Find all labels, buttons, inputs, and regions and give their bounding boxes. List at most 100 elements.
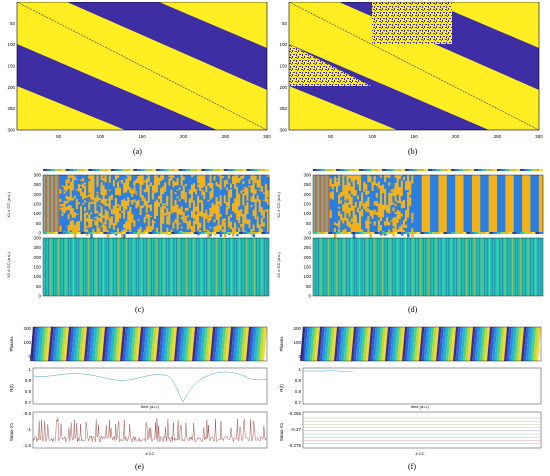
cc-y-tick: 300 xyxy=(303,173,311,178)
panel-c-x1-raster xyxy=(42,169,270,241)
r-tick: 0.9 xyxy=(295,378,302,383)
caption-d: (d) xyxy=(408,305,418,314)
matrix-x-tick: 200 xyxy=(180,134,188,139)
phase-tick: 200 xyxy=(293,326,301,331)
matrix-y-tick: 100 xyxy=(279,42,287,47)
phase-tick: 0 xyxy=(28,354,31,359)
matrix-x-tick: 200 xyxy=(452,134,460,139)
panel-d-x2-label: X2 # CC (a.u.) xyxy=(276,252,281,278)
panel-f-smax-label: Smax-X1 xyxy=(279,422,284,441)
r-tick: 0.8 xyxy=(25,389,32,394)
cc-y-tick: 50 xyxy=(306,284,312,289)
r-tick: 0.9 xyxy=(25,378,32,383)
s-tick: -0.27 xyxy=(291,427,302,432)
matrix-x-tick: 150 xyxy=(138,134,146,139)
matrix-y-tick: 50 xyxy=(10,21,16,26)
cc-y-tick: 200 xyxy=(33,192,41,197)
matrix-y-tick: 100 xyxy=(7,42,15,47)
phase-tick: 100 xyxy=(23,340,31,345)
s-tick: -0.265 xyxy=(288,411,301,416)
matrix-x-tick: 300 xyxy=(535,134,543,139)
matrix-x-tick: 100 xyxy=(97,134,105,139)
panel-b-x-ticks: 50 100 150 200 250 300 xyxy=(328,134,543,139)
matrix-x-tick: 250 xyxy=(494,134,502,139)
panel-f-phases-label: Phases xyxy=(279,336,284,352)
matrix-x-tick: 100 xyxy=(369,134,377,139)
panel-c-x1-label: X1 # CC (a.u.) xyxy=(6,192,11,218)
panel-e-plots: Phases R(t) 1 0.9 0.8 0.7 time (a.u.) Smax-… xyxy=(9,326,268,456)
panel-d-cc: X1 # CC (a.u.) X2 # CC (a.u.) 300 300 250 2… xyxy=(276,169,544,299)
panel-e-r-plot xyxy=(32,367,268,405)
panel-c-x2-label: X2 # CC (a.u.) xyxy=(6,252,11,278)
cc-y-tick: 150 xyxy=(303,265,311,270)
matrix-y-tick: 300 xyxy=(7,128,15,133)
panel-f: Phases R(t) 1 0.9 0.8 0.7 time (a.u.) Smax-… xyxy=(275,322,550,476)
cc-y-tick: 300 xyxy=(33,173,41,178)
matrix-y-tick: 200 xyxy=(7,85,15,90)
matrix-x-tick: 50 xyxy=(56,134,62,139)
cc-y-tick: 250 xyxy=(33,245,41,250)
cc-y-tick: 100 xyxy=(33,211,41,216)
panel-f-cc-label: # CC xyxy=(415,451,424,456)
panel-c-y-ticks: 300 300 250 250 200 200 150 150 100 100 50 50 0 0 xyxy=(33,173,41,299)
panel-b-matrix: 50 100 150 200 250 300 50 100 150 200 250 300 xyxy=(279,1,543,139)
cc-y-tick: 150 xyxy=(33,202,41,207)
panel-b-y-ticks: 50 100 150 200 250 300 xyxy=(279,21,287,133)
caption-e: (e) xyxy=(135,462,144,471)
panel-b: 50 100 150 200 250 300 50 100 150 200 250 300 (b) xyxy=(275,1,550,157)
cc-y-tick: 200 xyxy=(303,255,311,260)
panel-f-time-label: time (a.u.) xyxy=(411,404,430,409)
panel-d: X1 # CC (a.u.) X2 # CC (a.u.) 300 300 250 2… xyxy=(275,165,550,315)
panel-c: X1 # CC (a.u.) X2 # CC (a.u.) 300 300 250 2… xyxy=(5,165,275,315)
cc-y-tick: 100 xyxy=(33,274,41,279)
panel-e-s-ticks: -0.5 -1 -1.5 xyxy=(23,411,31,448)
cc-y-tick: 50 xyxy=(36,284,42,289)
panel-d-x2-raster xyxy=(312,232,544,297)
panel-e-phase-ticks: 200 100 0 xyxy=(23,326,31,359)
matrix-y-tick: 200 xyxy=(279,85,287,90)
panel-f-phases xyxy=(300,326,542,362)
s-tick: -1.5 xyxy=(23,443,31,448)
matrix-y-tick: 150 xyxy=(279,64,287,69)
cc-y-tick: 0 xyxy=(308,231,311,236)
caption-b: (b) xyxy=(408,147,418,156)
panel-f-r-label: R(t) xyxy=(279,384,284,392)
panel-e-phases-label: Phases xyxy=(9,336,14,352)
r-tick: 1 xyxy=(298,367,301,372)
cc-y-tick: 150 xyxy=(303,202,311,207)
cc-y-tick: 50 xyxy=(306,221,312,226)
panel-c-cc: X1 # CC (a.u.) X2 # CC (a.u.) 300 300 250 2… xyxy=(6,169,270,299)
phase-tick: 100 xyxy=(293,340,301,345)
panel-a-y-ticks: 50 100 150 200 250 300 xyxy=(7,21,15,133)
phase-tick: 200 xyxy=(23,326,31,331)
cc-y-tick: 300 xyxy=(33,236,41,241)
panel-f-r-plot xyxy=(302,367,542,405)
cc-y-tick: 300 xyxy=(303,236,311,241)
caption-c: (c) xyxy=(135,305,144,314)
panel-e-smax-plot xyxy=(32,411,268,449)
matrix-y-tick: 300 xyxy=(279,128,287,133)
s-tick: -0.275 xyxy=(288,443,301,448)
matrix-y-tick: 150 xyxy=(7,64,15,69)
panel-a-matrix: 50 100 150 200 250 300 50 100 150 200 250 300 xyxy=(7,1,271,139)
panel-e-phases xyxy=(30,326,268,362)
cc-y-tick: 150 xyxy=(33,265,41,270)
cc-y-tick: 0 xyxy=(38,231,41,236)
matrix-x-tick: 250 xyxy=(222,134,230,139)
panel-f-r-ticks: 1 0.9 0.8 0.7 xyxy=(295,367,302,405)
cc-y-tick: 50 xyxy=(36,221,42,226)
matrix-x-tick: 150 xyxy=(410,134,418,139)
matrix-x-tick: 50 xyxy=(328,134,334,139)
r-tick: 1 xyxy=(28,367,31,372)
cc-y-tick: 250 xyxy=(303,245,311,250)
panel-e-r-label: R(t) xyxy=(9,384,14,392)
panel-e: Phases R(t) 1 0.9 0.8 0.7 time (a.u.) Smax-… xyxy=(5,322,275,476)
panel-f-smax-plot xyxy=(302,411,542,449)
cc-y-tick: 0 xyxy=(308,294,311,299)
panel-a-x-ticks: 50 100 150 200 250 300 xyxy=(56,134,271,139)
cc-y-tick: 200 xyxy=(303,192,311,197)
panel-d-y-ticks: 300 300 250 250 200 200 150 150 100 100 50 50 0 0 xyxy=(303,173,311,299)
cc-y-tick: 250 xyxy=(33,182,41,187)
s-tick: -1 xyxy=(27,427,31,432)
cc-y-tick: 250 xyxy=(303,182,311,187)
